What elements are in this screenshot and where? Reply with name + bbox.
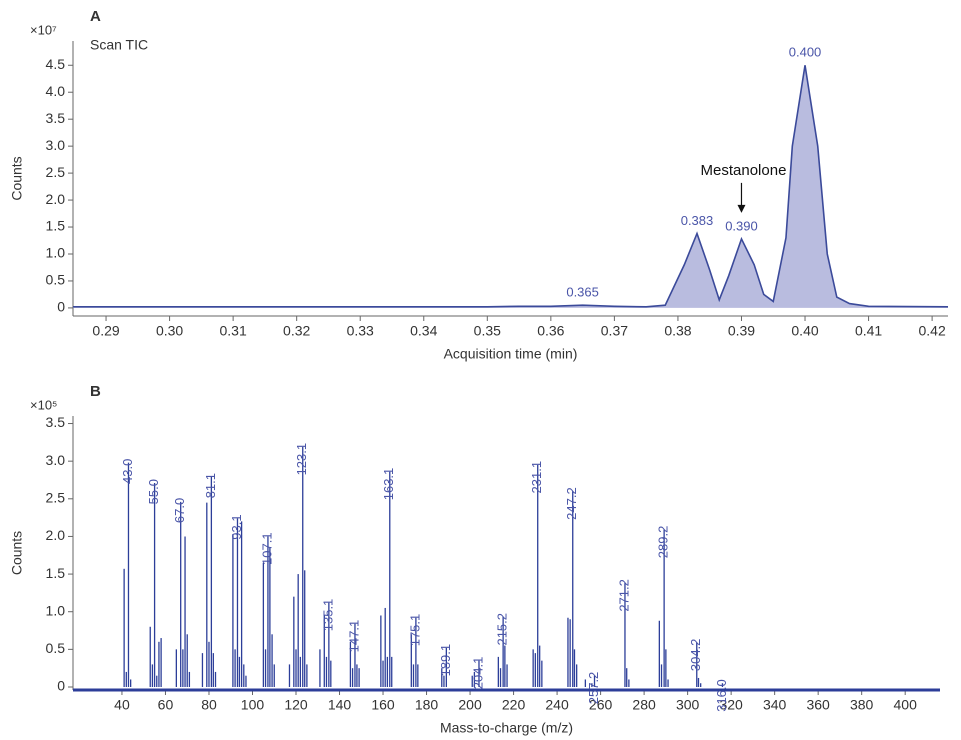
x-tick-label: 260: [589, 697, 613, 713]
y-axis-label: Counts: [9, 531, 25, 575]
x-tick-label: 100: [241, 697, 265, 713]
x-tick-label: 80: [201, 697, 217, 713]
x-tick-label: 400: [894, 697, 918, 713]
x-tick-label: 0.33: [347, 323, 374, 339]
y-tick-label: 2.0: [46, 191, 66, 207]
x-tick-label: 280: [632, 697, 656, 713]
y-tick-label: 0: [57, 678, 65, 694]
x-tick-label: 0.32: [283, 323, 310, 339]
x-tick-label: 120: [284, 697, 308, 713]
peak-label: 43.0: [120, 459, 135, 484]
peak-label: 247.2: [564, 487, 579, 520]
x-tick-label: 180: [415, 697, 439, 713]
peak-label: 289.2: [656, 526, 671, 559]
trace-fill: [73, 65, 948, 308]
x-tick-label: 200: [458, 697, 482, 713]
y-tick-label: 1.0: [46, 245, 66, 261]
x-tick-label: 0.39: [728, 323, 755, 339]
peak-label: 0.390: [725, 218, 758, 233]
peak-label: 204.1: [470, 657, 485, 690]
panel-label: A: [90, 8, 101, 25]
x-tick-label: 0.31: [220, 323, 247, 339]
x-tick-label: 0.41: [855, 323, 882, 339]
peak-label: 215.2: [495, 613, 510, 646]
peak-label: 81.1: [203, 473, 218, 498]
x-tick-label: 0.37: [601, 323, 628, 339]
y-tick-label: 2.5: [46, 490, 66, 506]
peak-label: 123.1: [294, 443, 309, 476]
x-tick-label: 380: [850, 697, 874, 713]
peak-label: 0.365: [566, 285, 599, 300]
annotation: Mestanolone: [701, 162, 787, 179]
peak-label: 304.2: [688, 639, 703, 672]
peak-label: 67.0: [172, 498, 187, 523]
peak-label: 93.1: [229, 514, 244, 539]
peak-label: 163.1: [381, 468, 396, 501]
x-tick-label: 140: [328, 697, 352, 713]
y-tick-label: 0.5: [46, 272, 66, 288]
y-multiplier: ×10⁵: [30, 397, 57, 412]
x-tick-label: 340: [763, 697, 787, 713]
peak-label: 316.0: [714, 679, 729, 712]
peak-label: 135.1: [320, 599, 335, 632]
y-tick-label: 2.0: [46, 527, 66, 543]
x-axis-label: Mass-to-charge (m/z): [440, 720, 573, 736]
x-tick-label: 240: [545, 697, 569, 713]
x-tick-label: 40: [114, 697, 130, 713]
y-tick-label: 3.5: [46, 414, 66, 430]
y-tick-label: 1.0: [46, 602, 66, 618]
peak-label: 0.400: [789, 45, 822, 60]
peak-label: 0.383: [681, 213, 714, 228]
trace-line: [73, 65, 949, 308]
x-tick-label: 160: [371, 697, 395, 713]
peak-label: 107.1: [259, 532, 274, 565]
y-tick-label: 4.5: [46, 56, 66, 72]
x-tick-label: 0.35: [474, 323, 501, 339]
x-tick-label: 60: [158, 697, 174, 713]
peak-label: 55.0: [146, 479, 161, 504]
x-tick-label: 0.38: [664, 323, 691, 339]
x-tick-label: 320: [719, 697, 743, 713]
peak-label: 231.1: [529, 461, 544, 494]
y-tick-label: 2.5: [46, 164, 66, 180]
x-tick-label: 300: [676, 697, 700, 713]
y-tick-label: 3.0: [46, 137, 66, 153]
y-tick-label: 4.0: [46, 83, 66, 99]
x-tick-label: 0.34: [410, 323, 437, 339]
y-tick-label: 3.0: [46, 452, 66, 468]
x-tick-label: 0.36: [537, 323, 564, 339]
peak-label: 175.1: [407, 614, 422, 647]
y-multiplier: ×10⁷: [30, 22, 57, 37]
y-tick-label: 1.5: [46, 565, 66, 581]
peak-label: 257.2: [586, 672, 601, 705]
panel-label: B: [90, 383, 101, 400]
y-axis-label: Counts: [9, 156, 25, 200]
y-tick-label: 1.5: [46, 218, 66, 234]
x-tick-label: 360: [806, 697, 830, 713]
peak-label: 189.1: [438, 644, 453, 677]
y-tick-label: 0.5: [46, 640, 66, 656]
y-tick-label: 0: [57, 299, 65, 315]
x-tick-label: 0.30: [156, 323, 183, 339]
x-axis-label: Acquisition time (min): [444, 346, 578, 362]
peak-label: 271.2: [616, 579, 631, 612]
x-tick-label: 0.40: [791, 323, 818, 339]
x-tick-label: 220: [502, 697, 526, 713]
chart-title: Scan TIC: [90, 37, 148, 53]
x-tick-label: 0.29: [92, 323, 119, 339]
y-tick-label: 3.5: [46, 110, 66, 126]
annotation-arrowhead: [737, 204, 746, 213]
peak-label: 147.1: [346, 620, 361, 653]
x-tick-label: 0.42: [918, 323, 945, 339]
